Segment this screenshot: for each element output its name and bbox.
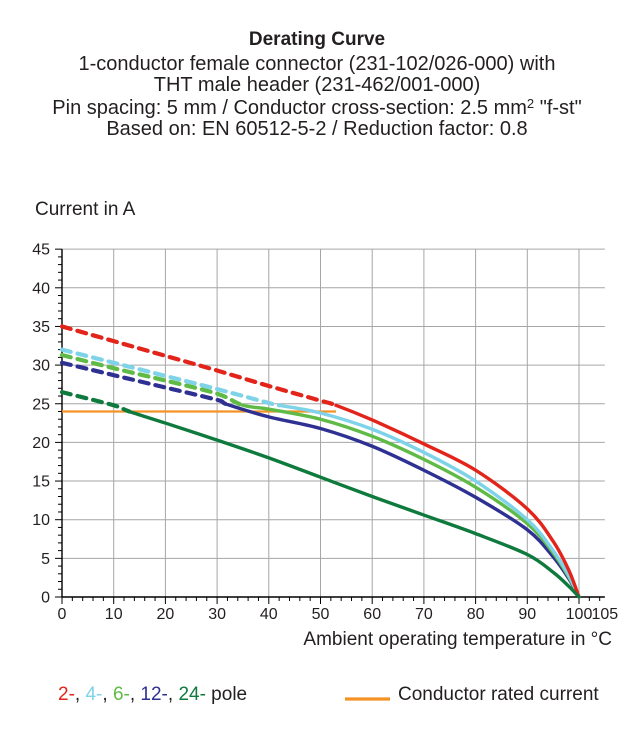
svg-text:10: 10 (32, 512, 50, 529)
svg-text:90: 90 (518, 606, 536, 623)
svg-text:30: 30 (208, 606, 226, 623)
svg-text:10: 10 (105, 606, 123, 623)
svg-text:35: 35 (32, 319, 50, 336)
svg-text:50: 50 (312, 606, 330, 623)
svg-text:105: 105 (591, 606, 618, 623)
svg-text:40: 40 (32, 280, 50, 297)
svg-text:20: 20 (157, 606, 175, 623)
svg-text:100: 100 (566, 606, 593, 623)
svg-text:25: 25 (32, 396, 50, 413)
svg-text:80: 80 (467, 606, 485, 623)
svg-text:0: 0 (41, 590, 50, 607)
svg-text:30: 30 (32, 358, 50, 375)
svg-text:5: 5 (41, 551, 50, 568)
svg-text:40: 40 (260, 606, 278, 623)
svg-text:20: 20 (32, 435, 50, 452)
svg-text:45: 45 (32, 242, 50, 259)
svg-text:60: 60 (363, 606, 381, 623)
svg-text:15: 15 (32, 474, 50, 491)
svg-text:0: 0 (58, 606, 67, 623)
svg-text:70: 70 (415, 606, 433, 623)
